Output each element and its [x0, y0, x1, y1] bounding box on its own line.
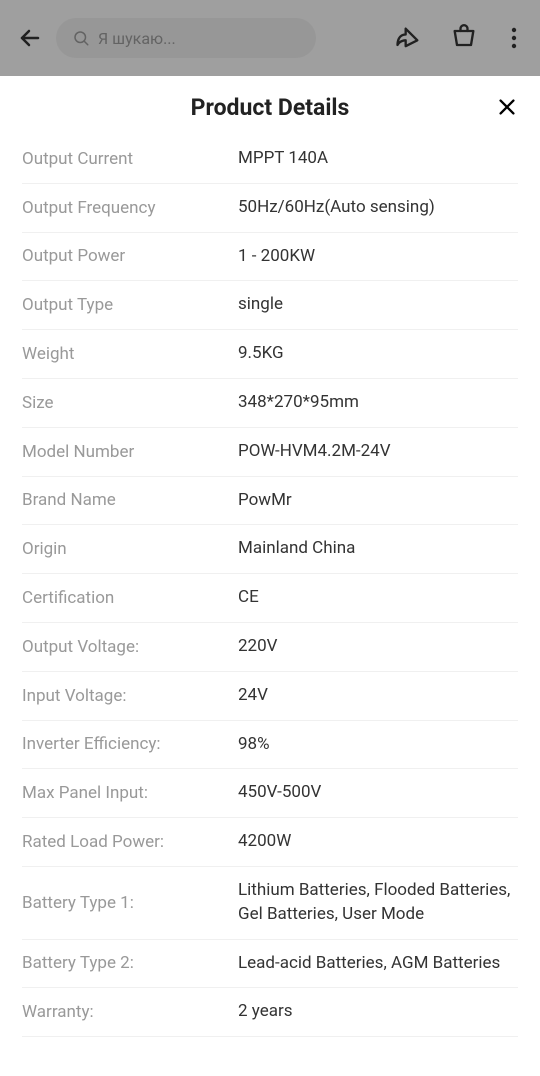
detail-value: Lead-acid Batteries, AGM Batteries [238, 952, 518, 976]
detail-row: Output Current MPPT 140A [22, 135, 518, 184]
detail-row: Output Frequency 50Hz/60Hz(Auto sensing) [22, 184, 518, 233]
backdrop-dim [0, 0, 540, 76]
sheet-title: Product Details [191, 94, 350, 121]
detail-label: Output Current [22, 149, 222, 169]
detail-row: Weight 9.5KG [22, 330, 518, 379]
detail-label: Battery Type 2: [22, 953, 222, 973]
detail-label: Certification [22, 588, 222, 608]
close-icon [496, 96, 518, 118]
detail-row: Brand Name PowMr [22, 477, 518, 526]
detail-value: 24V [238, 684, 518, 708]
detail-label: Weight [22, 344, 222, 364]
detail-row: Battery Type 2: Lead-acid Batteries, AGM … [22, 940, 518, 989]
detail-value: 50Hz/60Hz(Auto sensing) [238, 196, 518, 220]
detail-row: Output Type single [22, 281, 518, 330]
detail-label: Output Frequency [22, 198, 222, 218]
detail-label: Battery Type 1: [22, 893, 222, 913]
detail-label: Max Panel Input: [22, 783, 222, 803]
detail-row: Inverter Efficiency: 98% [22, 721, 518, 770]
detail-row: Max Panel Input: 450V-500V [22, 769, 518, 818]
detail-value: MPPT 140A [238, 147, 518, 171]
detail-value: 4200W [238, 830, 518, 854]
detail-value: 348*270*95mm [238, 391, 518, 415]
sheet-header: Product Details [0, 76, 540, 135]
detail-label: Size [22, 393, 222, 413]
detail-label: Input Voltage: [22, 686, 222, 706]
detail-value: Mainland China [238, 537, 518, 561]
detail-label: Output Voltage: [22, 637, 222, 657]
product-details-sheet: Product Details Output CurrentMPPT 140AO… [0, 76, 540, 1076]
detail-value: 450V-500V [238, 781, 518, 805]
detail-row: Rated Load Power: 4200W [22, 818, 518, 867]
detail-label: Origin [22, 539, 222, 559]
detail-value: single [238, 293, 518, 317]
detail-value: PowMr [238, 489, 518, 513]
detail-row: Battery Type 1: Lithium Batteries, Floode… [22, 867, 518, 940]
detail-label: Warranty: [22, 1002, 222, 1022]
detail-label: Output Type [22, 295, 222, 315]
details-list: Output Current MPPT 140A Output Frequency 5… [0, 135, 540, 1076]
detail-label: Brand Name [22, 490, 222, 510]
detail-row: Input Voltage: 24V [22, 672, 518, 721]
detail-row: Certification CE [22, 574, 518, 623]
detail-value: 220V [238, 635, 518, 659]
detail-label: Inverter Efficiency: [22, 734, 222, 754]
detail-row: Output Power 1 - 200KW [22, 233, 518, 282]
detail-value: 98% [238, 733, 518, 757]
detail-value: 2 years [238, 1000, 518, 1024]
detail-value: 1 - 200KW [238, 245, 518, 269]
detail-label: Model Number [22, 442, 222, 462]
detail-row: Warranty: 2 years [22, 988, 518, 1037]
detail-row: Origin Mainland China [22, 525, 518, 574]
detail-row: Model Number POW-HVM4.2M-24V [22, 428, 518, 477]
detail-row: Size 348*270*95mm [22, 379, 518, 428]
detail-label: Output Power [22, 246, 222, 266]
close-button[interactable] [494, 94, 520, 120]
detail-label: Rated Load Power: [22, 832, 222, 852]
detail-value: Lithium Batteries, Flooded Batteries, Ge… [238, 879, 518, 927]
detail-value: POW-HVM4.2M-24V [238, 440, 518, 464]
detail-value: CE [238, 586, 518, 610]
detail-row: Output Voltage: 220V [22, 623, 518, 672]
detail-value: 9.5KG [238, 342, 518, 366]
